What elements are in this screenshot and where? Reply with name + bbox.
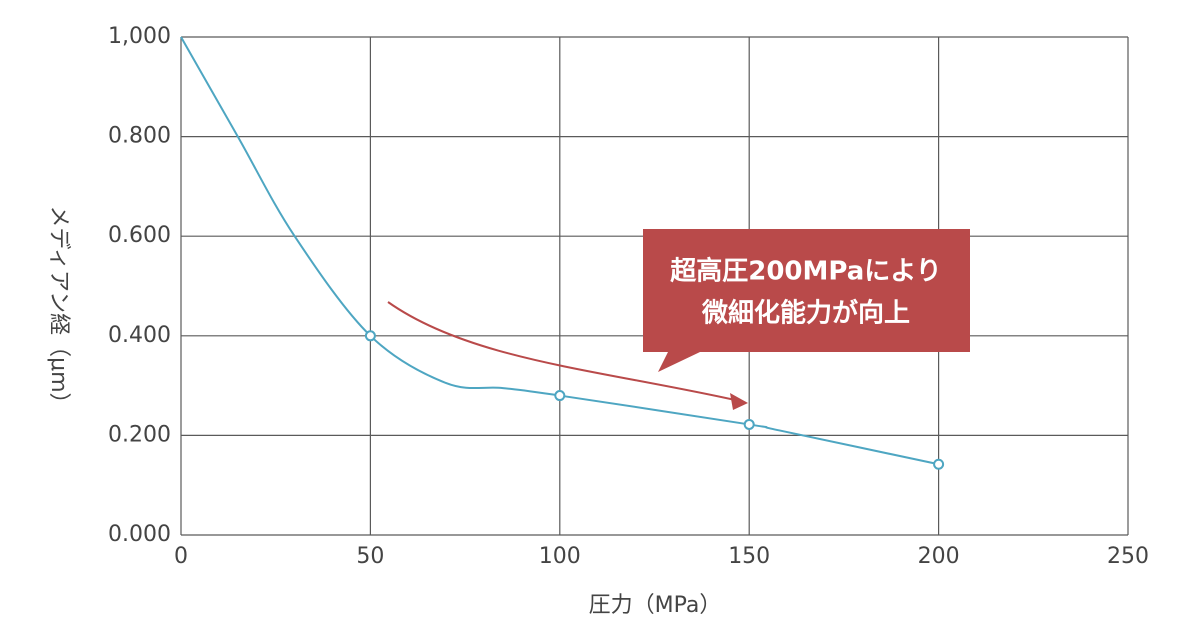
y-tick-label: 0.200 xyxy=(108,422,171,447)
x-axis-label: 圧力（MPa） xyxy=(589,593,722,618)
y-axis-label: メディアン経（μm） xyxy=(46,205,71,414)
point xyxy=(743,418,755,430)
annotation-text: 超高圧200MPaにより xyxy=(670,256,942,287)
x-tick-label: 100 xyxy=(539,544,581,569)
y-tick-label: 0.000 xyxy=(108,522,171,547)
annotation-text: 微細化能力が向上 xyxy=(701,298,910,329)
arrow-head xyxy=(730,393,748,410)
x-tick-label: 250 xyxy=(1107,544,1149,569)
x-tick-label: 50 xyxy=(356,544,384,569)
point xyxy=(554,390,566,402)
x-tick-label: 200 xyxy=(918,544,960,569)
line xyxy=(180,36,939,466)
y-tick-label: 0.800 xyxy=(108,124,171,149)
y-tick-label: 0.600 xyxy=(108,223,171,248)
x-tick-label: 0 xyxy=(174,544,188,569)
callout xyxy=(643,229,970,372)
y-tick-label: 1,000 xyxy=(108,24,171,49)
annotation-arrow xyxy=(387,301,736,401)
point xyxy=(933,458,945,470)
y-tick-label: 0.400 xyxy=(108,323,171,348)
x-tick-label: 150 xyxy=(728,544,770,569)
point xyxy=(364,330,376,342)
